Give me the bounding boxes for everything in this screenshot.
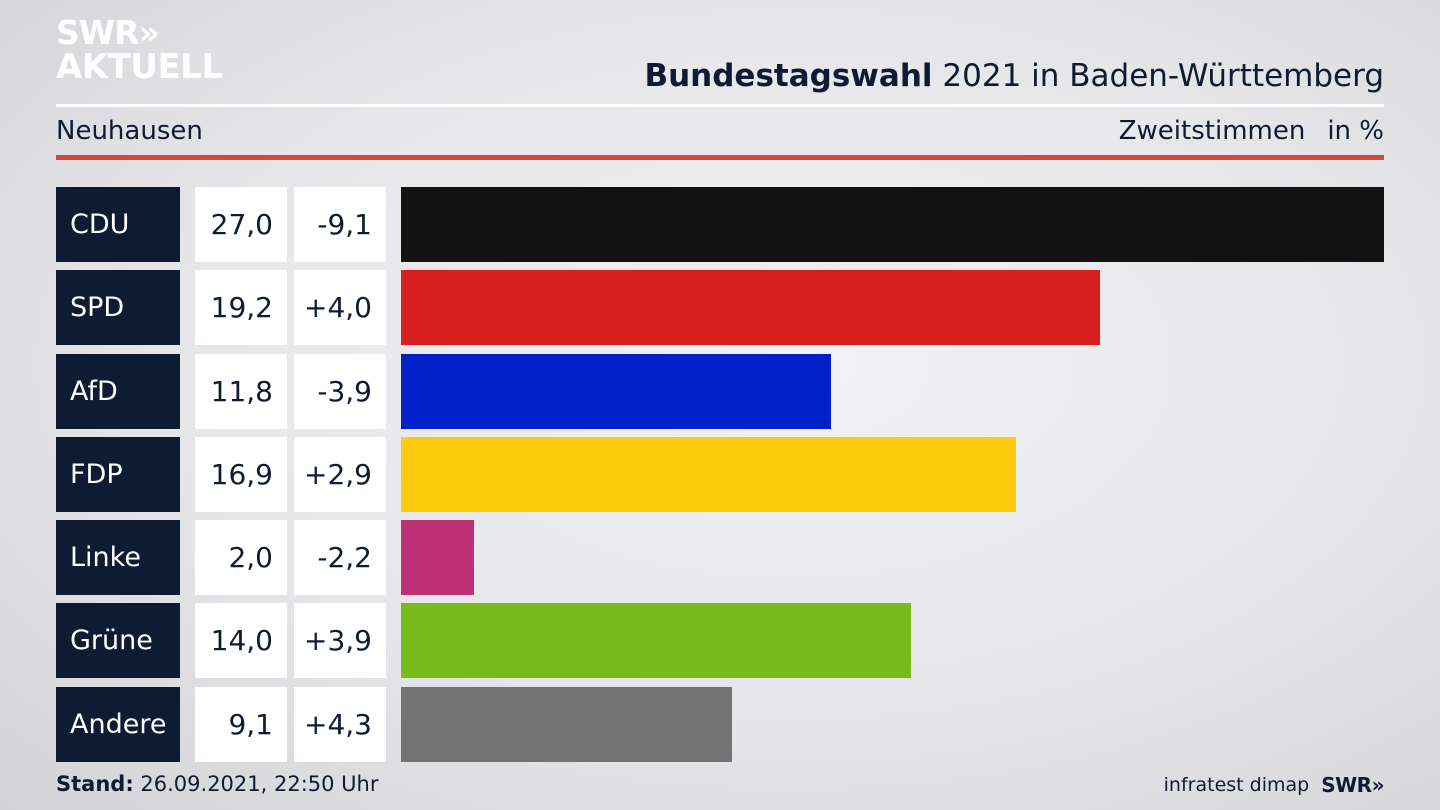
unit-text: in % [1327, 116, 1384, 146]
chart-row: Andere 9,1 +4,3 [56, 686, 1384, 762]
bar-cdu [401, 187, 1384, 262]
vote-share-label: 2,0 [195, 520, 287, 596]
chart-row: AfD 11,8 -3,9 [56, 353, 1384, 429]
bar-fdp [401, 436, 1017, 512]
vote-share-label: 27,0 [195, 187, 287, 262]
page-title: Bundestagswahl 2021 in Baden-Württemberg [644, 58, 1384, 94]
change-label: -9,1 [294, 187, 386, 262]
bar-grüne [401, 603, 911, 679]
party-label: SPD [56, 270, 180, 346]
source-label: infratest dimap [1163, 774, 1310, 796]
change-label: +2,9 [294, 436, 386, 512]
chart-row: SPD 19,2 +4,0 [56, 270, 1384, 346]
logo-line-1: SWR» [56, 13, 160, 52]
stand-value: 26.09.2021, 22:50 Uhr [133, 772, 379, 796]
chart-row: Linke 2,0 -2,2 [56, 520, 1384, 596]
vote-share-label: 11,8 [195, 353, 287, 429]
party-label: Linke [56, 520, 180, 596]
title-rest: 2021 in Baden-Württemberg [932, 58, 1384, 94]
logo-line-2: AKTUELL [56, 47, 223, 87]
region-label: Neuhausen [56, 116, 203, 146]
bar-andere [401, 686, 733, 762]
party-label: AfD [56, 353, 180, 429]
vote-share-label: 16,9 [195, 436, 287, 512]
party-label: Andere [56, 686, 180, 762]
change-label: +4,3 [294, 686, 386, 762]
vote-share-label: 14,0 [195, 603, 287, 679]
bar-linke [401, 520, 474, 596]
chart-row: FDP 16,9 +2,9 [56, 436, 1384, 512]
party-label: FDP [56, 436, 180, 512]
accent-divider [56, 155, 1384, 160]
bar-chart: CDU 27,0 -9,1 SPD 19,2 +4,0 AfD 11,8 -3,9 FDP 16,9… [56, 187, 1384, 770]
chart-row: CDU 27,0 -9,1 [56, 187, 1384, 262]
party-label: CDU [56, 187, 180, 262]
measure-text: Zweitstimmen [1118, 116, 1306, 146]
change-label: -3,9 [294, 353, 386, 429]
party-label: Grüne [56, 603, 180, 679]
bar-afd [401, 353, 831, 429]
timestamp: Stand: 26.09.2021, 22:50 Uhr [56, 772, 379, 796]
change-label: +3,9 [294, 603, 386, 679]
change-label: +4,0 [294, 270, 386, 346]
chart-row: Grüne 14,0 +3,9 [56, 603, 1384, 679]
swr-aktuell-logo: SWR» AKTUELL [56, 16, 223, 84]
change-label: -2,2 [294, 520, 386, 596]
title-bold: Bundestagswahl [644, 58, 933, 94]
swr-brand: SWR» [1321, 773, 1384, 797]
header-divider [56, 104, 1384, 107]
vote-share-label: 9,1 [195, 686, 287, 762]
bar-spd [401, 270, 1101, 346]
stand-label: Stand: [56, 772, 134, 796]
measure-label: Zweitstimmen in % [1119, 116, 1384, 146]
vote-share-label: 19,2 [195, 270, 287, 346]
source-credit: infratest dimap SWR» [1163, 773, 1385, 797]
